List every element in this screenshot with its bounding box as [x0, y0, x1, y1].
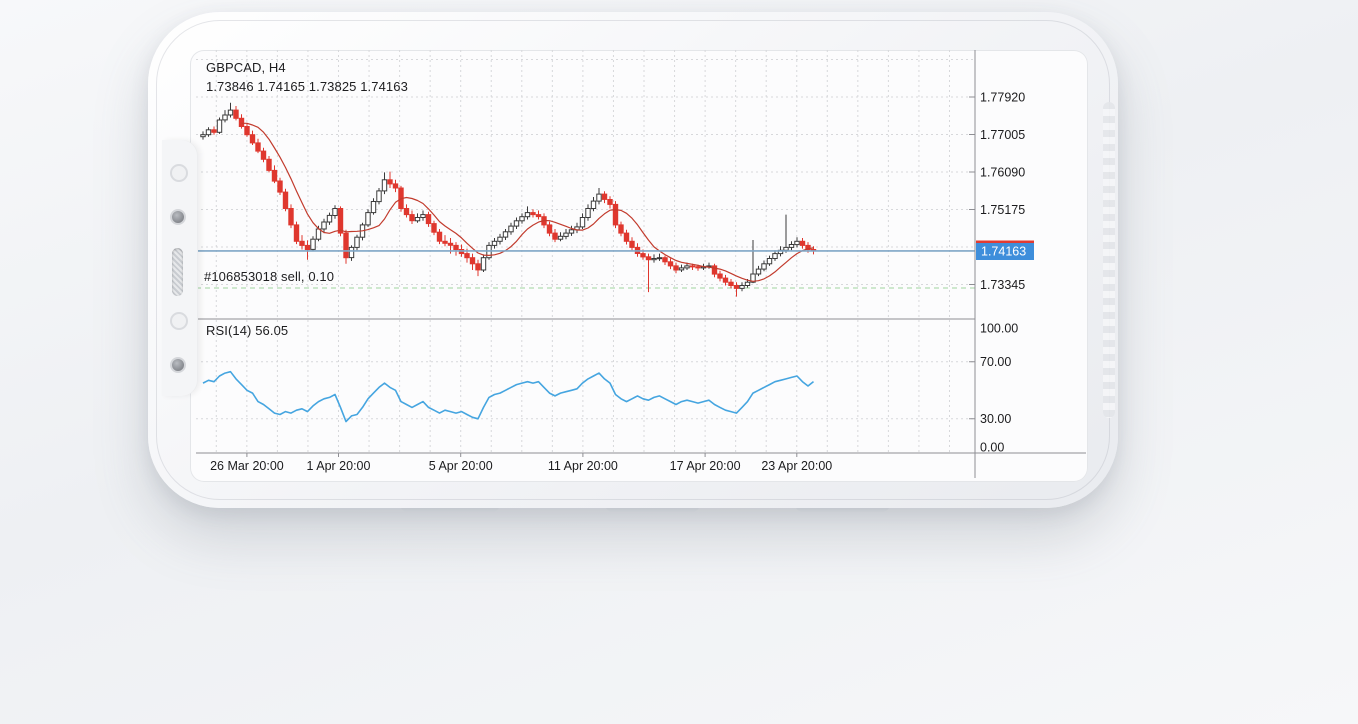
- price-badge: 1.74163: [976, 240, 1034, 260]
- rsi-tick-label: 0.00: [980, 440, 1004, 454]
- phone-edge-grip: [1103, 102, 1115, 418]
- rsi-tick-label: 70.00: [980, 355, 1011, 369]
- front-camera-icon: [170, 209, 186, 225]
- symbol-timeframe-label: GBPCAD, H4: [206, 60, 286, 75]
- rsi-tick-label: 100.00: [980, 321, 1018, 335]
- open-position-label: #106853018 sell, 0.10: [204, 269, 335, 284]
- time-tick-label: 23 Apr 20:00: [761, 459, 832, 473]
- chart-svg: 1.77920 1.77005 1.76090 1.75175 1.73345 100.0…: [196, 50, 1086, 478]
- rsi-line: [202, 370, 814, 423]
- phone-device: 1.77920 1.77005 1.76090 1.75175 1.73345 100.0…: [148, 12, 1118, 508]
- rsi-tick-label: 30.00: [980, 412, 1011, 426]
- earpiece-speaker-icon: [172, 248, 183, 296]
- camera-notch: [162, 140, 198, 396]
- phone-screen[interactable]: 1.77920 1.77005 1.76090 1.75175 1.73345 100.0…: [190, 50, 1088, 482]
- chart-canvas[interactable]: 1.77920 1.77005 1.76090 1.75175 1.73345 100.0…: [190, 50, 1088, 482]
- price-tick-label: 1.76090: [980, 165, 1025, 179]
- time-tick-label: 17 Apr 20:00: [670, 459, 741, 473]
- ambient-sensor-icon: [170, 312, 188, 330]
- rsi-indicator-label: RSI(14) 56.05: [206, 323, 289, 338]
- second-camera-icon: [170, 357, 186, 373]
- price-tick-label: 1.77005: [980, 128, 1025, 142]
- ohlc-values-label: 1.73846 1.74165 1.73825 1.74163: [206, 79, 408, 94]
- candles-layer: [200, 102, 817, 297]
- proximity-sensor-icon: [170, 164, 188, 182]
- time-tick-label: 26 Mar 20:00: [210, 459, 284, 473]
- time-tick-label: 1 Apr 20:00: [307, 459, 371, 473]
- price-tick-label: 1.73345: [980, 278, 1025, 292]
- ma-line: [241, 122, 814, 282]
- price-tick-label: 1.77920: [980, 90, 1025, 104]
- time-tick-label: 5 Apr 20:00: [429, 459, 493, 473]
- price-badge-label: 1.74163: [981, 245, 1026, 259]
- price-tick-label: 1.75175: [980, 203, 1025, 217]
- time-tick-label: 11 Apr 20:00: [548, 459, 618, 473]
